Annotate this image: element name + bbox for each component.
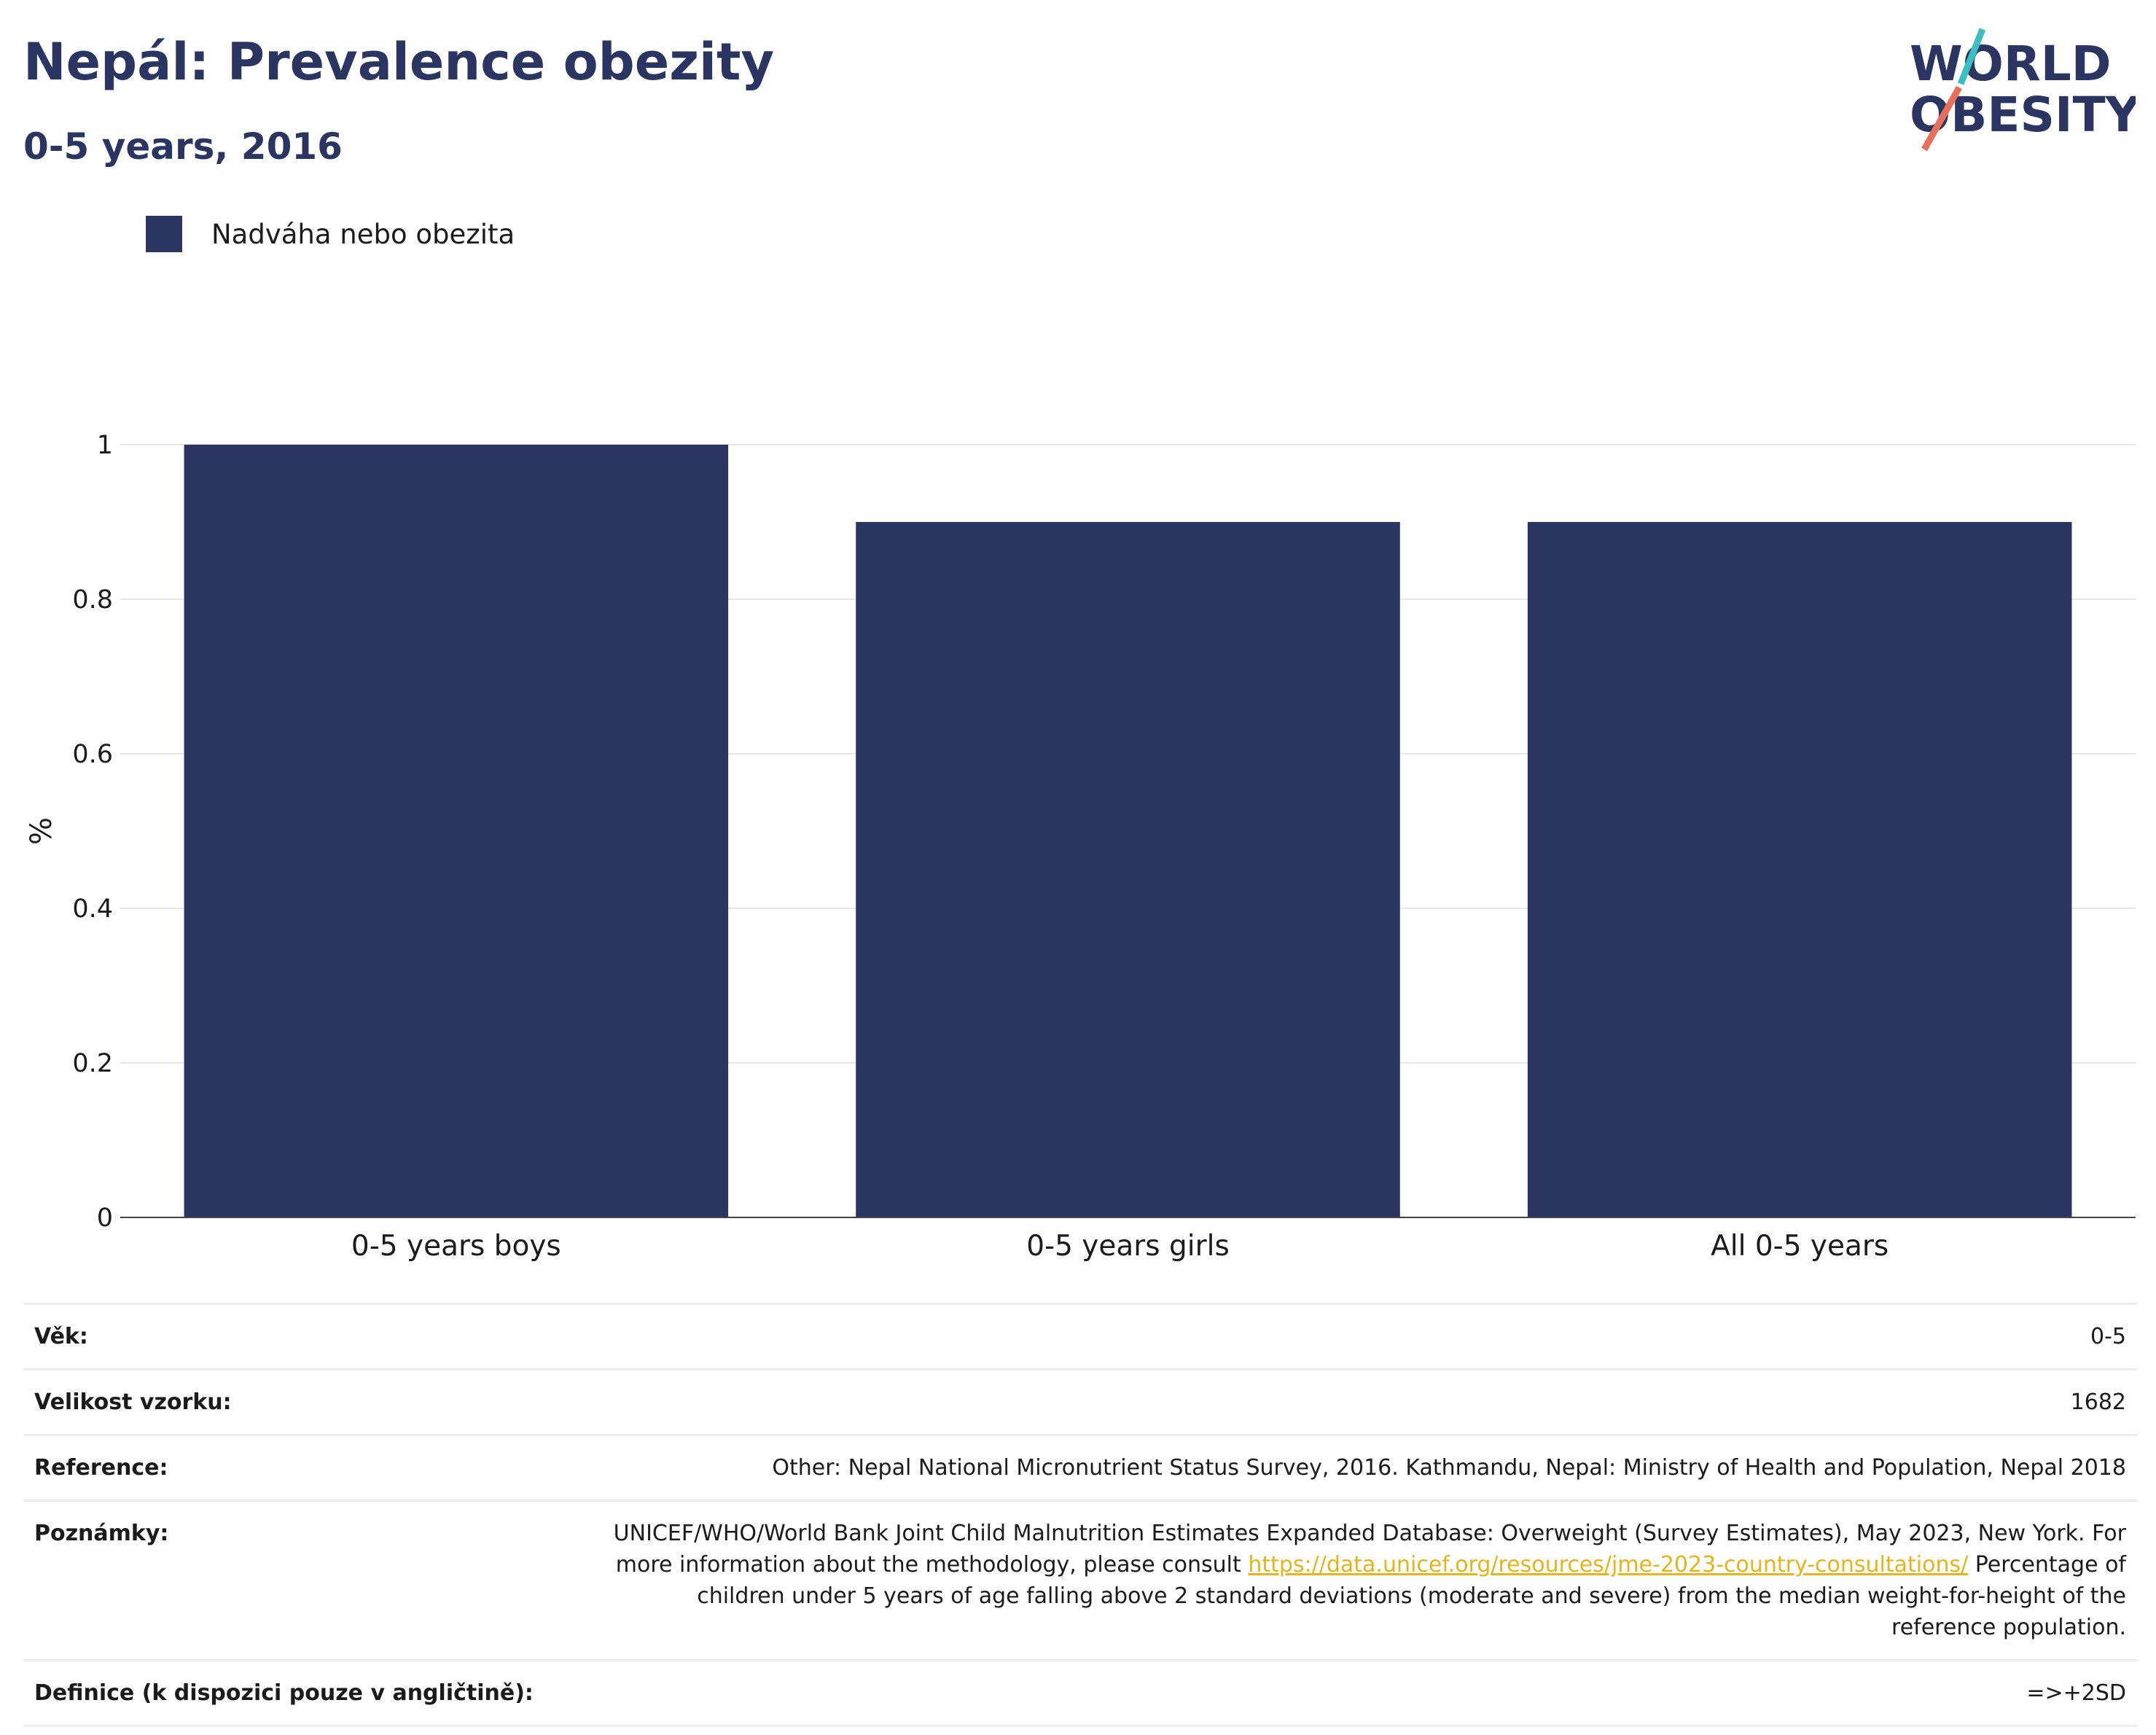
chart-subtitle: 0-5 years, 2016 <box>23 125 343 168</box>
reference-value: Other: Nepal National Micronutrient Stat… <box>772 1455 2126 1481</box>
reference-label: Reference: <box>34 1455 168 1481</box>
y-axis-label: % <box>25 817 58 845</box>
y-tick-label: 0 <box>97 1204 113 1233</box>
y-tick-label: 1 <box>97 431 113 460</box>
x-category-label: 0-5 years girls <box>1026 1230 1230 1263</box>
chart-title: Nepál: Prevalence obezity <box>23 32 775 92</box>
bar <box>856 522 1400 1217</box>
x-category-label: 0-5 years boys <box>351 1230 561 1263</box>
info-table: Věk: 0-5 Velikost vzorku: 1682 Reference… <box>23 1303 2137 1727</box>
definition-value: =>+2SD <box>2026 1680 2126 1706</box>
info-row-age: Věk: 0-5 <box>23 1305 2137 1371</box>
y-tick-label: 0.2 <box>72 1049 113 1078</box>
sample-size-value: 1682 <box>2070 1389 2126 1415</box>
bar-chart: 0 0.2 0.4 0.6 0.8 1% 0-5 years boys 0-5 years g… <box>25 431 2136 1263</box>
notes-text-2: Percentage of children under 5 years of … <box>697 1552 2126 1640</box>
notes-label: Poznámky: <box>34 1521 169 1546</box>
legend-swatch <box>146 216 182 252</box>
logo-line1: WORLD <box>1910 36 2112 92</box>
info-row-sample: Velikost vzorku: 1682 <box>23 1371 2137 1436</box>
legend-label: Nadváha nebo obezita <box>211 218 515 250</box>
definition-label: Definice (k dispozici pouze v angličtině… <box>34 1680 534 1706</box>
notes-value: UNICEF/WHO/World Bank Joint Child Malnut… <box>595 1518 2126 1643</box>
bar <box>184 445 729 1217</box>
y-tick-label: 0.4 <box>72 894 113 924</box>
age-value: 0-5 <box>2090 1324 2126 1349</box>
bar <box>1527 522 2072 1217</box>
y-tick-label: 0.8 <box>72 585 113 615</box>
age-label: Věk: <box>34 1324 88 1349</box>
x-category-label: All 0-5 years <box>1711 1230 1889 1263</box>
info-row-notes: Poznámky: UNICEF/WHO/World Bank Joint Ch… <box>23 1502 2137 1661</box>
logo-slash-teal <box>1957 28 1986 85</box>
chart-legend: Nadváha nebo obezita <box>146 216 515 252</box>
info-row-reference: Reference: Other: Nepal National Micronu… <box>23 1436 2137 1502</box>
methodology-link[interactable]: https://data.unicef.org/resources/jme-20… <box>1248 1552 1969 1578</box>
info-row-definition: Definice (k dispozici pouze v angličtině… <box>23 1661 2137 1727</box>
logo-slash-coral <box>1921 85 1962 152</box>
sample-size-label: Velikost vzorku: <box>34 1389 232 1415</box>
y-tick-label: 0.6 <box>72 740 113 769</box>
notes-text-1: UNICEF/WHO/World Bank Joint Child Malnut… <box>613 1521 2126 1578</box>
world-obesity-logo: WORLD OBESITY <box>1910 28 2136 152</box>
